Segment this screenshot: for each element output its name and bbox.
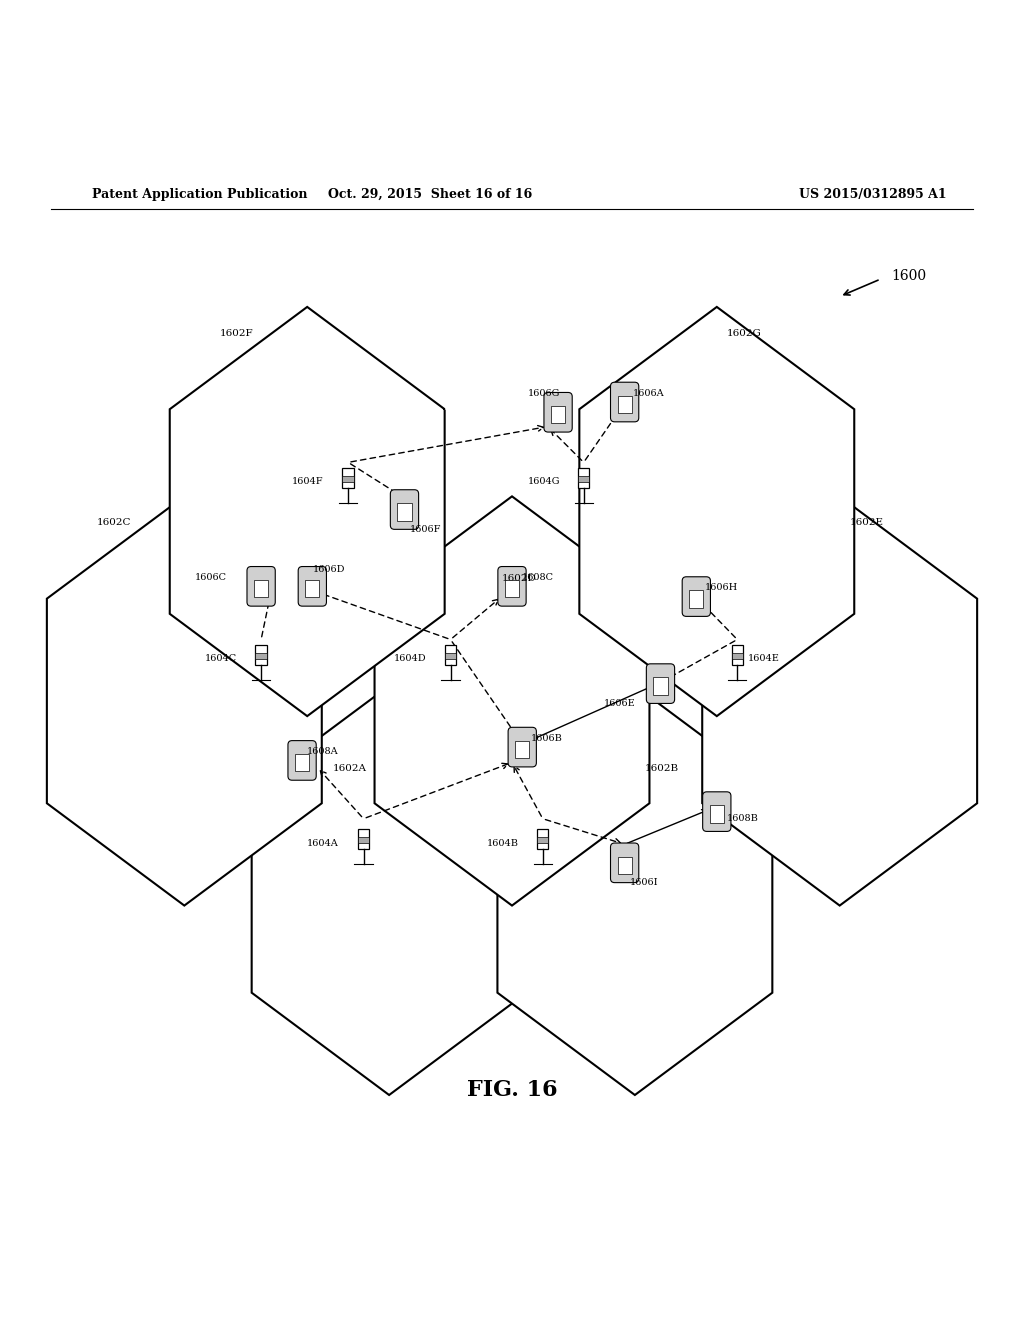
- FancyBboxPatch shape: [390, 490, 419, 529]
- FancyBboxPatch shape: [610, 843, 639, 883]
- Bar: [444, 653, 457, 659]
- Bar: [342, 467, 354, 488]
- Polygon shape: [498, 686, 772, 1096]
- Bar: [515, 741, 529, 758]
- Text: Oct. 29, 2015  Sheet 16 of 16: Oct. 29, 2015 Sheet 16 of 16: [328, 187, 532, 201]
- Bar: [255, 653, 267, 659]
- Text: 1604D: 1604D: [394, 655, 427, 664]
- Bar: [537, 829, 549, 850]
- Text: 1602C: 1602C: [97, 517, 132, 527]
- Bar: [653, 677, 668, 694]
- Bar: [505, 579, 519, 598]
- FancyBboxPatch shape: [288, 741, 316, 780]
- Text: 1608A: 1608A: [307, 747, 339, 756]
- Text: 1604A: 1604A: [307, 838, 339, 847]
- Polygon shape: [375, 496, 649, 906]
- Text: 1602G: 1602G: [727, 329, 762, 338]
- Text: US 2015/0312895 A1: US 2015/0312895 A1: [799, 187, 946, 201]
- Text: 1602E: 1602E: [850, 517, 884, 527]
- Text: 1602B: 1602B: [645, 764, 679, 772]
- Text: 1602D: 1602D: [502, 574, 537, 583]
- Text: 1606G: 1606G: [527, 388, 560, 397]
- FancyBboxPatch shape: [610, 383, 639, 422]
- Polygon shape: [252, 686, 526, 1096]
- Bar: [295, 754, 309, 771]
- Text: Patent Application Publication: Patent Application Publication: [92, 187, 307, 201]
- Text: 1606A: 1606A: [633, 388, 665, 397]
- Bar: [578, 467, 590, 488]
- FancyBboxPatch shape: [646, 664, 675, 704]
- Bar: [254, 579, 268, 598]
- Bar: [617, 857, 632, 874]
- Bar: [342, 477, 354, 482]
- Bar: [357, 829, 370, 850]
- Text: 1602F: 1602F: [220, 329, 254, 338]
- Text: 1602A: 1602A: [333, 764, 367, 772]
- FancyBboxPatch shape: [498, 566, 526, 606]
- Text: 1604B: 1604B: [486, 838, 518, 847]
- Polygon shape: [702, 496, 977, 906]
- Bar: [444, 645, 457, 665]
- Text: 1606H: 1606H: [705, 583, 737, 593]
- Text: 1606E: 1606E: [604, 698, 636, 708]
- Text: 1606D: 1606D: [312, 565, 345, 574]
- FancyBboxPatch shape: [682, 577, 711, 616]
- Bar: [255, 645, 267, 665]
- Bar: [357, 837, 370, 843]
- Text: 1608C: 1608C: [522, 573, 554, 582]
- Text: FIG. 16: FIG. 16: [467, 1078, 557, 1101]
- FancyBboxPatch shape: [702, 792, 731, 832]
- Text: 1604F: 1604F: [292, 478, 324, 486]
- Polygon shape: [580, 308, 854, 717]
- Polygon shape: [47, 496, 322, 906]
- Polygon shape: [170, 308, 444, 717]
- Bar: [731, 645, 743, 665]
- Text: 1600: 1600: [891, 269, 926, 282]
- Bar: [578, 477, 590, 482]
- Text: 1606F: 1606F: [410, 525, 441, 533]
- Bar: [397, 503, 412, 520]
- Bar: [689, 590, 703, 607]
- FancyBboxPatch shape: [247, 566, 275, 606]
- FancyBboxPatch shape: [508, 727, 537, 767]
- Text: 1604C: 1604C: [205, 655, 237, 664]
- Bar: [537, 837, 549, 843]
- Text: 1606B: 1606B: [530, 734, 562, 743]
- Text: 1606I: 1606I: [630, 878, 658, 887]
- Text: 1606C: 1606C: [195, 573, 226, 582]
- Text: 1608B: 1608B: [727, 813, 759, 822]
- Bar: [551, 407, 565, 424]
- Bar: [731, 653, 743, 659]
- FancyBboxPatch shape: [544, 392, 572, 432]
- Text: 1604E: 1604E: [748, 655, 779, 664]
- Bar: [617, 396, 632, 413]
- Bar: [305, 579, 319, 598]
- Text: 1604G: 1604G: [527, 478, 560, 486]
- Bar: [710, 805, 724, 822]
- FancyBboxPatch shape: [298, 566, 327, 606]
